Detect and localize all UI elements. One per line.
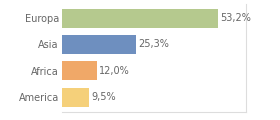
Text: 12,0%: 12,0%: [99, 66, 130, 76]
Text: 9,5%: 9,5%: [92, 92, 116, 102]
Bar: [62, 88, 90, 107]
Bar: [62, 9, 218, 28]
Text: 53,2%: 53,2%: [220, 13, 251, 23]
Bar: [62, 35, 136, 54]
Text: 25,3%: 25,3%: [138, 39, 169, 49]
Bar: [62, 61, 97, 80]
